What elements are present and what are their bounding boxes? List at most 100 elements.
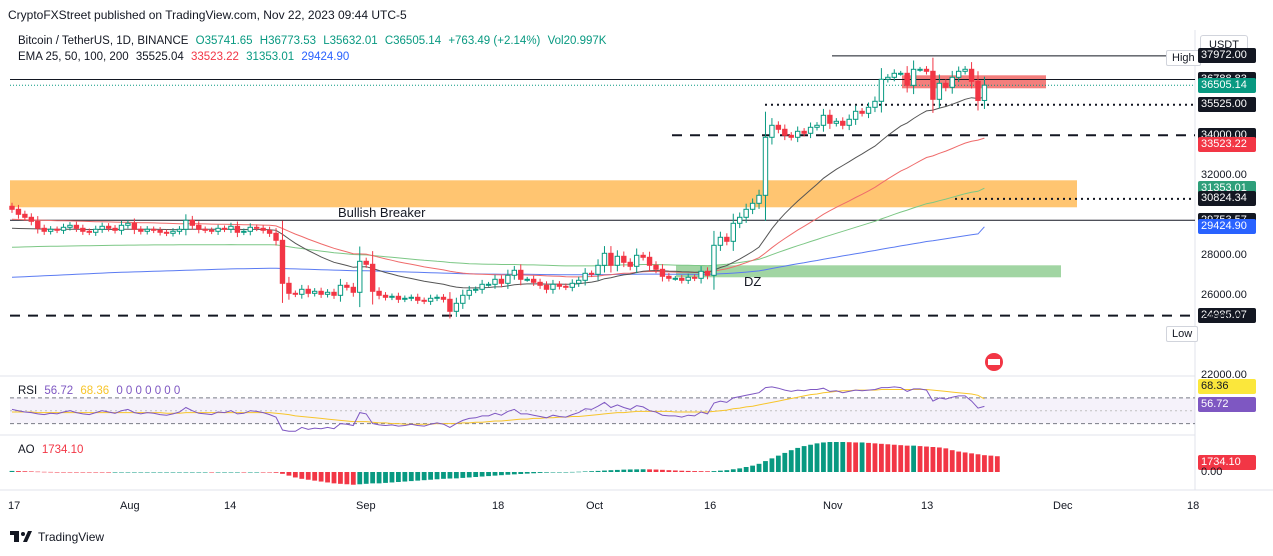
candle-body bbox=[363, 260, 369, 265]
candle-body bbox=[337, 284, 344, 296]
ao-bar bbox=[396, 472, 401, 482]
candle-body bbox=[189, 219, 196, 226]
ao-bar bbox=[170, 472, 176, 473]
ao-bar bbox=[531, 472, 537, 474]
ao-bar bbox=[106, 472, 111, 473]
candle-body bbox=[41, 227, 47, 232]
ao-bar bbox=[949, 450, 955, 472]
ao-bar bbox=[486, 472, 491, 477]
candle-body bbox=[865, 106, 872, 114]
candle-body bbox=[556, 283, 563, 287]
ao-bar bbox=[544, 472, 549, 473]
candle-body bbox=[176, 228, 183, 232]
ao-bar bbox=[119, 472, 124, 473]
candle-body bbox=[311, 290, 318, 294]
candle-body bbox=[460, 294, 466, 304]
ao-bar bbox=[814, 443, 820, 472]
zone-bullish-breaker bbox=[10, 180, 1077, 208]
ao-bar bbox=[640, 469, 646, 472]
candle-body bbox=[769, 124, 775, 138]
candle-body bbox=[730, 222, 736, 242]
dz-label: DZ bbox=[744, 274, 762, 289]
ao-bar bbox=[685, 470, 691, 472]
candle-body bbox=[704, 270, 711, 276]
ao-bar bbox=[305, 472, 311, 480]
time-axis-label: 18 bbox=[492, 500, 505, 512]
ao-bar bbox=[550, 472, 556, 473]
ao-bar bbox=[209, 472, 215, 473]
candle-body bbox=[833, 120, 840, 124]
ao-bar bbox=[428, 472, 433, 480]
low-tag: Low bbox=[1166, 326, 1199, 342]
candle-body bbox=[698, 270, 704, 279]
ao-bar bbox=[177, 472, 182, 473]
tradingview-footer: TradingView bbox=[10, 530, 104, 544]
candle-body bbox=[485, 283, 492, 286]
candle-body bbox=[9, 205, 15, 210]
ao-bar bbox=[576, 471, 582, 473]
rsi-line bbox=[11, 386, 985, 432]
ao-bar bbox=[582, 471, 588, 472]
ao-bar bbox=[80, 472, 86, 473]
candle-body bbox=[118, 224, 125, 231]
candle-body bbox=[492, 278, 498, 285]
ao-bar bbox=[196, 472, 202, 473]
ao-bar bbox=[434, 472, 440, 480]
rsi-label: RSI bbox=[18, 385, 38, 397]
candle-body bbox=[376, 290, 382, 296]
ao-bar bbox=[183, 472, 189, 473]
ao-bar bbox=[350, 472, 356, 485]
ao-bar bbox=[982, 455, 987, 472]
ao-bar bbox=[666, 470, 672, 472]
ao-bar bbox=[86, 472, 92, 473]
candle-body bbox=[859, 110, 865, 114]
ao-bar bbox=[389, 472, 395, 483]
ao-bar bbox=[569, 471, 575, 473]
candle-body bbox=[228, 225, 234, 230]
candle-body bbox=[840, 120, 846, 126]
symbol-header: Bitcoin / TetherUS, 1D, BINANCE O35741.6… bbox=[18, 35, 610, 47]
ao-bar bbox=[67, 472, 73, 473]
ema100-line bbox=[11, 187, 985, 267]
candle-body bbox=[524, 278, 530, 281]
candle-body bbox=[878, 78, 885, 102]
candle-body bbox=[640, 254, 646, 258]
ao-bar bbox=[215, 472, 221, 473]
candle-body bbox=[163, 231, 170, 234]
candle-body bbox=[402, 297, 408, 300]
ao-value: 1734.10 bbox=[41, 444, 84, 456]
ao-bar bbox=[357, 472, 363, 485]
ao-bar bbox=[235, 472, 240, 473]
candle-body bbox=[105, 225, 112, 229]
ao-bar bbox=[634, 469, 640, 472]
ao-bar bbox=[698, 471, 704, 472]
ao-bar bbox=[131, 472, 137, 473]
ao-bar bbox=[795, 447, 801, 472]
ema25-value: 35525.04 bbox=[135, 51, 184, 63]
ao-bar bbox=[904, 445, 910, 472]
ao-bar bbox=[41, 471, 47, 473]
candle-body bbox=[943, 82, 949, 88]
candle-body bbox=[588, 272, 595, 275]
candle-body bbox=[60, 226, 67, 231]
rsi-ma-value: 68.36 bbox=[80, 385, 110, 397]
ao-bar bbox=[808, 444, 813, 472]
ao-bar bbox=[466, 472, 472, 478]
time-axis-label: Nov bbox=[823, 500, 843, 512]
ao-bar bbox=[711, 471, 717, 472]
candle-body bbox=[183, 219, 189, 230]
candle-body bbox=[170, 230, 176, 234]
ao-bar bbox=[775, 455, 781, 472]
ao-bar bbox=[505, 472, 511, 475]
ao-bar bbox=[499, 472, 504, 476]
candle-body bbox=[762, 136, 769, 196]
candle-body bbox=[357, 260, 363, 293]
ema-label: EMA 25, 50, 100, 200 bbox=[18, 51, 129, 63]
ao-bar bbox=[563, 472, 569, 473]
ao-bar bbox=[9, 470, 15, 472]
ao-bar bbox=[479, 472, 485, 477]
ema200-line bbox=[11, 226, 985, 278]
candle-body bbox=[54, 228, 60, 231]
candle-body bbox=[614, 255, 621, 266]
